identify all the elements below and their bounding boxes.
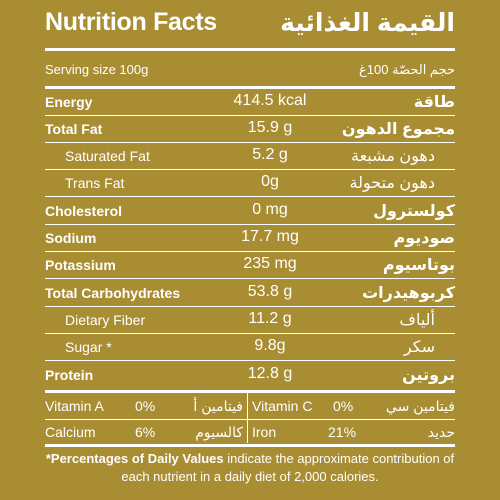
serving-size-row: Serving size 100g حجم الحصّة 100غ	[45, 58, 455, 80]
iron-name-english: Iron	[252, 424, 277, 440]
vitamin-row-1: Vitamin A 0% فيتامين أ Vitamin C 0% فيتا…	[45, 396, 455, 418]
vitamin-c-name-english: Vitamin C	[252, 398, 313, 414]
nutrient-row-total-fat: Total Fat 15.9 g مجموع الدهون	[45, 118, 455, 140]
nutrient-name-english: Sodium	[45, 230, 97, 246]
divider	[45, 419, 455, 420]
nutrient-name-english: Total Fat	[45, 121, 103, 137]
nutrient-name-english: Trans Fat	[65, 175, 125, 191]
vitamin-row-2: Calcium 6% كالسيوم Iron 21% حديد	[45, 422, 455, 444]
nutrient-value: 0g	[261, 173, 279, 190]
nutrient-row-protein: Protein 12.8 g بروتين	[45, 364, 455, 386]
divider	[45, 142, 455, 143]
nutrient-name-english: Sugar *	[65, 339, 112, 355]
nutrient-value: 235 mg	[243, 255, 297, 272]
divider	[45, 333, 455, 334]
footnote-text: indicate the approximate contribution of…	[121, 451, 455, 484]
title-arabic: القيمة الغذائية	[280, 9, 455, 37]
nutrient-name-arabic: مجموع الدهون	[341, 121, 455, 138]
vitamin-column-divider	[247, 393, 248, 443]
divider	[45, 360, 455, 361]
nutrient-row-energy: Energy 414.5 kcal طاقة	[45, 91, 455, 113]
nutrient-name-english: Saturated Fat	[65, 148, 150, 164]
nutrient-name-arabic: صوديوم	[393, 230, 455, 247]
nutrient-row-cholesterol: Cholesterol 0 mg كولسترول	[45, 200, 455, 222]
nutrient-name-arabic: بروتين	[402, 367, 455, 384]
iron-name-arabic: حديد	[427, 424, 455, 440]
nutrient-name-english: Energy	[45, 94, 93, 110]
calcium-name-english: Calcium	[45, 424, 96, 440]
nutrient-row-sodium: Sodium 17.7 mg صوديوم	[45, 227, 455, 249]
nutrient-name-arabic: بوتاسيوم	[382, 257, 455, 274]
nutrient-value: 12.8 g	[247, 365, 293, 382]
divider	[45, 444, 455, 447]
nutrient-name-english: Potassium	[45, 257, 116, 273]
nutrient-value: 17.7 mg	[241, 228, 299, 245]
title-english: Nutrition Facts	[45, 8, 217, 36]
nutrient-row-trans-fat: Trans Fat 0g دهون متحولة	[45, 172, 455, 194]
serving-size-english: Serving size 100g	[45, 62, 149, 77]
nutrient-row-sugar: Sugar * 9.8g سكر	[45, 336, 455, 358]
nutrient-name-arabic: سكر	[403, 339, 435, 356]
vitamin-c-percent: 0%	[333, 398, 354, 414]
nutrient-name-arabic: كربوهيدرات	[362, 285, 455, 302]
vitamin-a-percent: 0%	[135, 398, 156, 414]
nutrient-name-english: Cholesterol	[45, 203, 123, 219]
divider	[45, 48, 455, 51]
nutrient-value: 9.8g	[254, 337, 286, 354]
iron-percent: 21%	[328, 424, 357, 440]
serving-size-arabic: حجم الحصّة 100غ	[359, 62, 455, 77]
nutrient-value: 11.2 g	[248, 310, 292, 327]
divider	[45, 278, 455, 279]
nutrient-name-arabic: طاقة	[413, 94, 455, 111]
divider	[45, 224, 455, 225]
calcium-percent: 6%	[135, 424, 156, 440]
nutrient-value: 5.2 g	[252, 146, 288, 163]
footnote-bold: *Percentages of Daily Values	[45, 451, 224, 466]
nutrient-name-arabic: كولسترول	[373, 203, 455, 220]
nutrient-value: 15.9 g	[247, 119, 293, 136]
nutrient-row-total-carbohydrates: Total Carbohydrates 53.8 g كربوهيدرات	[45, 282, 455, 304]
divider	[45, 86, 455, 89]
divider	[45, 115, 455, 116]
nutrient-name-english: Dietary Fiber	[65, 312, 146, 328]
nutrient-value: 414.5 kcal	[233, 92, 307, 109]
nutrient-name-arabic: دهون مشبعة	[351, 148, 435, 165]
vitamin-a-name-english: Vitamin A	[45, 398, 104, 414]
nutrient-name-arabic: دهون متحولة	[349, 175, 435, 192]
divider	[45, 169, 455, 170]
label-header: Nutrition Facts القيمة الغذائية	[45, 8, 455, 46]
daily-values-footnote: *Percentages of Daily Values indicate th…	[45, 450, 455, 486]
nutrient-value: 53.8 g	[247, 283, 293, 300]
nutrient-value: 0 mg	[252, 201, 288, 218]
nutrient-row-potassium: Potassium 235 mg بوتاسيوم	[45, 254, 455, 276]
divider	[45, 251, 455, 252]
divider	[45, 306, 455, 307]
nutrient-name-english: Protein	[45, 367, 94, 383]
vitamin-a-name-arabic: فيتامين أ	[193, 398, 243, 414]
divider	[45, 196, 455, 197]
nutrient-name-arabic: ألياف	[399, 312, 435, 329]
divider	[45, 390, 455, 393]
vitamin-c-name-arabic: فيتامين سي	[385, 398, 455, 414]
nutrient-row-dietary-fiber: Dietary Fiber 11.2 g ألياف	[45, 309, 455, 331]
calcium-name-arabic: كالسيوم	[195, 424, 243, 440]
nutrient-row-saturated-fat: Saturated Fat 5.2 g دهون مشبعة	[45, 145, 455, 167]
nutrient-name-english: Total Carbohydrates	[45, 285, 181, 301]
